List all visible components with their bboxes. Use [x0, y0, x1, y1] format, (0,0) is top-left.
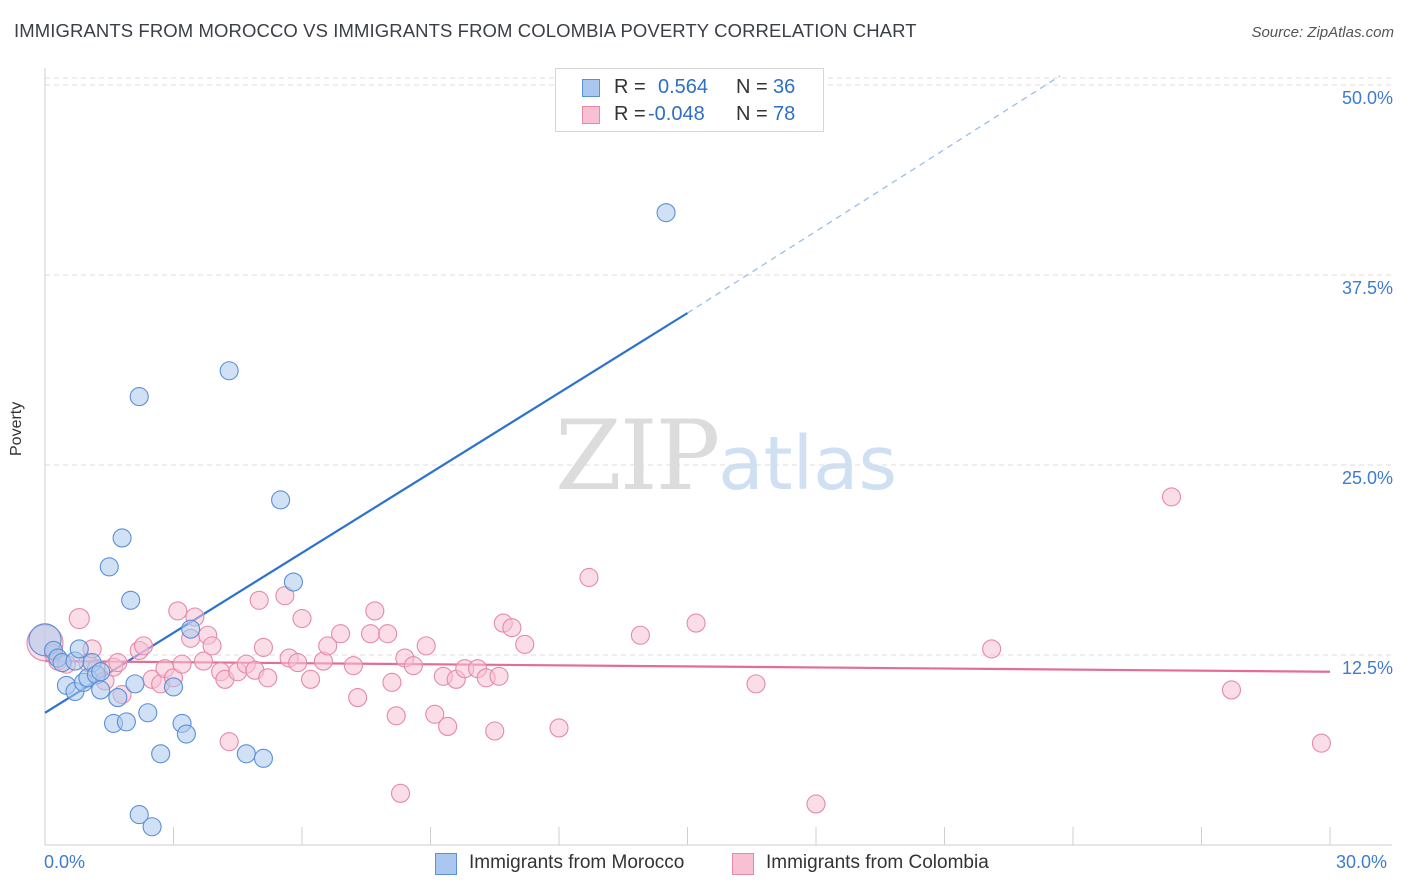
colombia-point: [489, 666, 509, 686]
colombia-point: [168, 601, 188, 621]
chart-title: IMMIGRANTS FROM MOROCCO VS IMMIGRANTS FR…: [14, 20, 917, 41]
colombia-point: [249, 590, 269, 610]
legend-n-value: 78: [773, 103, 796, 125]
morocco-point: [108, 688, 128, 708]
colombia-point: [258, 668, 278, 688]
morocco-point: [271, 490, 291, 510]
watermark-zip: ZIP: [555, 400, 720, 512]
morocco-point: [116, 712, 136, 732]
morocco-point: [219, 361, 239, 381]
colombia-legend-swatch: [732, 853, 754, 875]
legend-n-label: N =: [736, 103, 768, 125]
colombia-point: [193, 651, 214, 671]
points-layer: [26, 203, 1331, 837]
morocco-point: [176, 724, 196, 744]
colombia-legend-label: Immigrants from Colombia: [766, 852, 989, 873]
morocco-point: [125, 674, 145, 694]
colombia-point: [1221, 680, 1242, 700]
colombia-point: [301, 669, 321, 689]
colombia-point: [330, 624, 351, 644]
colombia-point: [390, 783, 411, 803]
colombia-point: [579, 567, 599, 588]
colombia-point: [133, 636, 154, 656]
morocco-legend-swatch: [435, 853, 457, 875]
colombia-point: [343, 656, 363, 676]
y-tick-label: 12.5%: [1341, 658, 1393, 678]
legend-n-label: N =: [736, 76, 768, 98]
colombia-point: [549, 718, 569, 738]
colombia-point: [403, 656, 423, 676]
colombia-point: [378, 624, 398, 644]
colombia-point: [253, 637, 274, 657]
colombia-point: [806, 794, 826, 814]
colombia-point: [288, 653, 308, 673]
colombia-point: [485, 721, 505, 741]
morocco-point: [142, 817, 162, 837]
colombia-point: [686, 613, 706, 633]
morocco-point: [151, 744, 171, 764]
colombia-point: [1311, 733, 1331, 753]
colombia-point: [746, 674, 766, 694]
colombia-point: [365, 601, 385, 621]
morocco-point: [138, 703, 158, 723]
morocco-point: [656, 203, 676, 223]
colombia-point: [219, 732, 239, 752]
legend-n-value: 36: [773, 76, 796, 98]
morocco-point: [181, 619, 201, 639]
colombia-point: [982, 639, 1002, 659]
colombia-point: [202, 636, 222, 656]
colombia-point: [416, 636, 436, 656]
colombia-point: [438, 716, 458, 736]
colombia-point: [108, 653, 128, 673]
colombia-point: [502, 618, 522, 638]
colombia-point: [382, 672, 402, 692]
grid-layer: [45, 77, 1392, 656]
colombia-point: [360, 624, 381, 644]
morocco-point: [99, 557, 119, 577]
y-tick-label: 37.5%: [1341, 278, 1393, 298]
colombia-point: [292, 608, 312, 629]
colombia-swatch: [582, 106, 600, 124]
morocco-point: [69, 639, 89, 659]
legend-r-label: R =: [614, 76, 646, 98]
morocco-swatch: [582, 79, 600, 97]
y-tick-label: 50.0%: [1341, 88, 1393, 108]
colombia-point: [1161, 487, 1182, 507]
colombia-point: [425, 704, 445, 724]
colombia-point: [386, 706, 406, 726]
morocco-point: [163, 677, 184, 697]
x-tick-label-min: 0.0%: [44, 852, 86, 872]
morocco-point: [236, 744, 256, 764]
legend-r-value: -0.048: [648, 103, 705, 125]
source-label: Source: ZipAtlas.com: [1251, 24, 1394, 41]
colombia-point: [172, 654, 192, 674]
morocco-point: [129, 387, 149, 407]
trend-layer: [44, 75, 1331, 714]
colombia-point: [318, 636, 338, 656]
correlation-legend: R = 0.564 N = 36 R = -0.048 N = 78: [555, 68, 824, 132]
watermark-atlas: atlas: [718, 421, 898, 507]
morocco-point: [121, 590, 141, 610]
colombia-point: [68, 607, 90, 630]
morocco-point: [283, 572, 303, 592]
morocco-legend-label: Immigrants from Morocco: [469, 852, 685, 873]
axis-layer: [44, 68, 1392, 846]
colombia-point: [348, 688, 368, 708]
morocco-point: [253, 748, 274, 768]
colombia-point: [275, 586, 295, 606]
colombia-point: [515, 634, 535, 654]
morocco-point: [91, 680, 111, 700]
watermark: ZIPatlas: [555, 400, 897, 512]
morocco-point: [91, 662, 111, 682]
legend-r-label: R =: [614, 103, 646, 125]
y-axis-label: Poverty: [8, 401, 25, 456]
x-tick-label-max: 30.0%: [1336, 852, 1388, 872]
colombia-point: [630, 625, 650, 645]
morocco-point: [112, 528, 132, 548]
legend-r-value: 0.564: [658, 76, 709, 98]
morocco-trend-extension: [687, 75, 1061, 314]
morocco-point: [129, 805, 149, 825]
y-tick-label: 25.0%: [1341, 468, 1393, 488]
